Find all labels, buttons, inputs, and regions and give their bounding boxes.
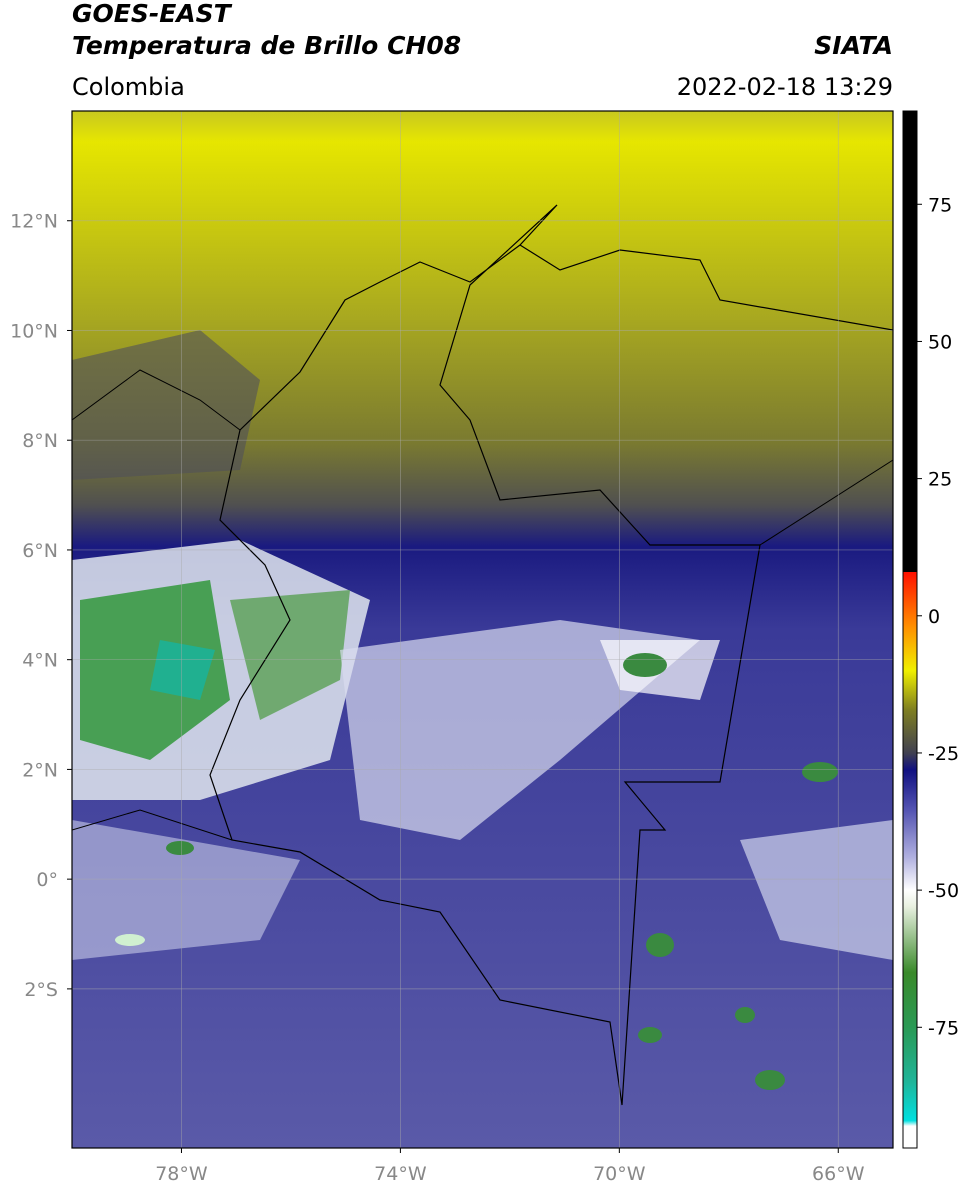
- datetime: 2022-02-18 13:29: [677, 73, 893, 101]
- y-tick-label: 0°: [36, 869, 58, 891]
- x-tick-label: 78°W: [155, 1163, 208, 1185]
- colorbar: [902, 110, 918, 1149]
- y-tick-label: 12°N: [10, 211, 58, 233]
- subtitle: Temperatura de Brillo CH08: [72, 31, 461, 60]
- grid: [72, 111, 893, 1148]
- title: GOES-EAST: [72, 0, 233, 28]
- map-frame: [71, 110, 894, 1149]
- y-tick-label: 2°S: [24, 979, 58, 1001]
- x-tick-label: 70°W: [593, 1163, 646, 1185]
- y-tick-label: 6°N: [22, 540, 58, 562]
- y-tick-label: 8°N: [22, 430, 58, 452]
- source: SIATA: [814, 31, 893, 60]
- y-tick-label: 2°N: [22, 759, 58, 781]
- region: Colombia: [72, 73, 185, 101]
- y-tick-label: 10°N: [10, 320, 58, 342]
- map-image: [72, 111, 893, 1148]
- x-tick-label: 74°W: [374, 1163, 427, 1185]
- y-tick-label: 4°N: [22, 650, 58, 672]
- colorbar-tick-label: 0: [928, 606, 940, 628]
- colorbar-tick-label: 50: [928, 331, 952, 353]
- colorbar-tick-label: 75: [928, 194, 952, 216]
- colorbar-tick-label: -75: [928, 1017, 959, 1039]
- colorbar-tick-label: 25: [928, 469, 952, 491]
- colorbar-tick-label: -50: [928, 880, 959, 902]
- x-tick-label: 66°W: [812, 1163, 865, 1185]
- colorbar-tick-label: -25: [928, 743, 959, 765]
